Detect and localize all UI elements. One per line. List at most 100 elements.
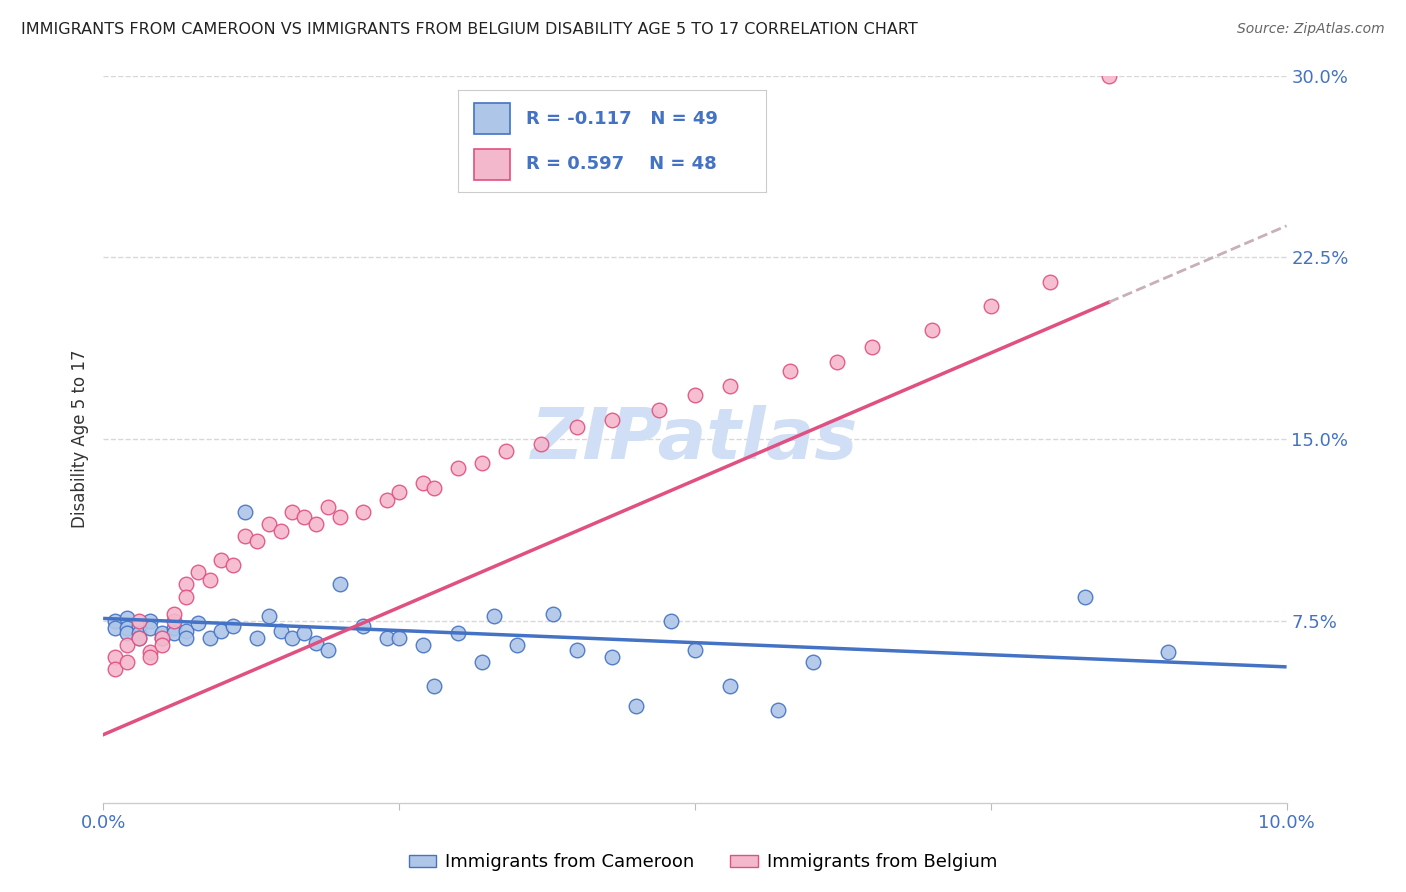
Point — [128, 618, 150, 632]
Point — [187, 616, 209, 631]
Point — [198, 573, 221, 587]
Point — [115, 621, 138, 635]
Point — [683, 643, 706, 657]
Point — [128, 631, 150, 645]
Point — [292, 626, 315, 640]
Point — [174, 577, 197, 591]
Point — [482, 609, 505, 624]
Point — [353, 618, 375, 632]
Point — [115, 626, 138, 640]
Point — [128, 614, 150, 628]
Point — [375, 492, 398, 507]
Point — [329, 509, 352, 524]
Point — [281, 505, 304, 519]
Point — [305, 516, 328, 531]
Point — [921, 323, 943, 337]
Point — [718, 378, 741, 392]
Point — [495, 444, 517, 458]
Point — [115, 611, 138, 625]
Point — [150, 631, 173, 645]
Point — [150, 626, 173, 640]
Point — [412, 475, 434, 490]
Point — [1157, 645, 1180, 659]
Point — [150, 631, 173, 645]
Point — [187, 566, 209, 580]
Text: IMMIGRANTS FROM CAMEROON VS IMMIGRANTS FROM BELGIUM DISABILITY AGE 5 TO 17 CORRE: IMMIGRANTS FROM CAMEROON VS IMMIGRANTS F… — [21, 22, 918, 37]
Point — [163, 621, 186, 635]
Point — [222, 618, 245, 632]
Point — [115, 655, 138, 669]
Point — [163, 614, 186, 628]
Point — [624, 698, 647, 713]
Point — [388, 631, 411, 645]
Point — [423, 481, 446, 495]
Point — [139, 614, 162, 628]
Point — [565, 420, 588, 434]
Point — [423, 679, 446, 693]
Legend: Immigrants from Cameroon, Immigrants from Belgium: Immigrants from Cameroon, Immigrants fro… — [402, 847, 1004, 879]
Point — [779, 364, 801, 378]
Point — [150, 638, 173, 652]
Point — [329, 577, 352, 591]
Point — [174, 624, 197, 638]
Point — [506, 638, 529, 652]
Point — [211, 553, 233, 567]
Point — [1039, 275, 1062, 289]
Point — [292, 509, 315, 524]
Point — [375, 631, 398, 645]
Point — [233, 529, 256, 543]
Point — [222, 558, 245, 573]
Point — [648, 403, 671, 417]
Point — [128, 631, 150, 645]
Point — [471, 655, 494, 669]
Point — [257, 609, 280, 624]
Point — [139, 621, 162, 635]
Point — [257, 516, 280, 531]
Point — [316, 643, 339, 657]
Point — [1074, 590, 1097, 604]
Point — [766, 704, 789, 718]
Point — [447, 461, 470, 475]
Point — [530, 437, 553, 451]
Point — [659, 614, 682, 628]
Point — [412, 638, 434, 652]
Point — [104, 614, 127, 628]
Text: Source: ZipAtlas.com: Source: ZipAtlas.com — [1237, 22, 1385, 37]
Point — [174, 590, 197, 604]
Point — [104, 662, 127, 676]
Point — [246, 533, 269, 548]
Point — [600, 412, 623, 426]
Point — [305, 635, 328, 649]
Point — [353, 505, 375, 519]
Point — [541, 607, 564, 621]
Point — [139, 645, 162, 659]
Point — [1098, 69, 1121, 83]
Point — [860, 340, 883, 354]
Point — [104, 650, 127, 665]
Point — [447, 626, 470, 640]
Y-axis label: Disability Age 5 to 17: Disability Age 5 to 17 — [72, 350, 89, 528]
Point — [211, 624, 233, 638]
Point — [718, 679, 741, 693]
Point — [246, 631, 269, 645]
Point — [600, 650, 623, 665]
Point — [388, 485, 411, 500]
Point — [163, 626, 186, 640]
Point — [471, 456, 494, 470]
Point — [198, 631, 221, 645]
Point — [115, 638, 138, 652]
Point — [980, 299, 1002, 313]
Point — [281, 631, 304, 645]
Point — [825, 354, 848, 368]
Point — [565, 643, 588, 657]
Point — [163, 607, 186, 621]
Text: ZIPatlas: ZIPatlas — [531, 405, 859, 474]
Point — [270, 524, 292, 538]
Point — [128, 626, 150, 640]
Point — [801, 655, 824, 669]
Point — [233, 505, 256, 519]
Point — [270, 624, 292, 638]
Point — [316, 500, 339, 514]
Point — [174, 631, 197, 645]
Point — [683, 388, 706, 402]
